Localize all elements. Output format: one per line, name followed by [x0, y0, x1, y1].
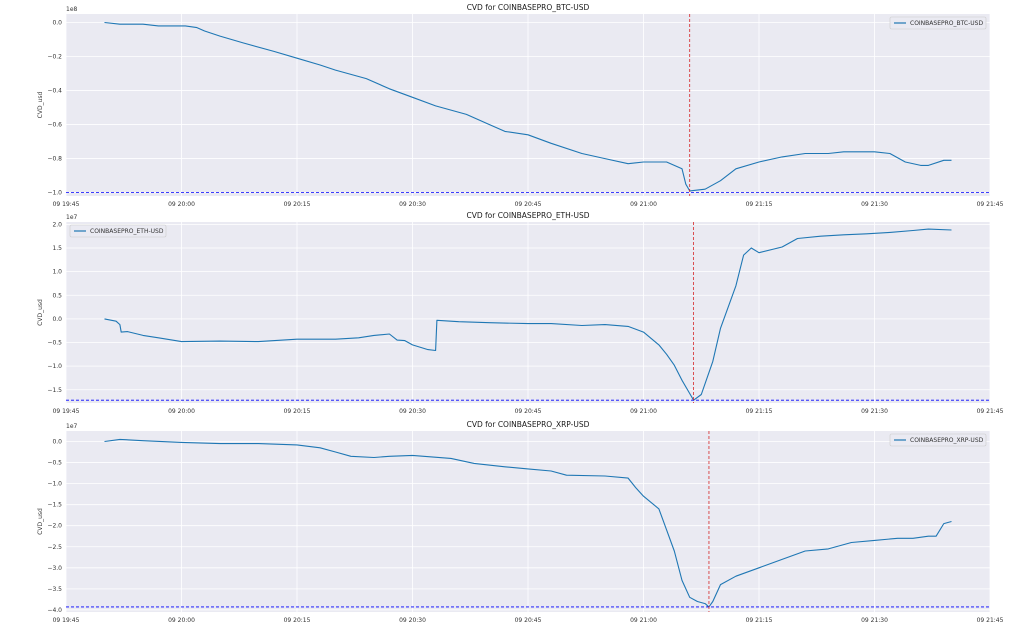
- y-axis-label: CVD_usd: [37, 299, 44, 326]
- x-tick-label: 09 20:00: [168, 617, 195, 624]
- x-tick-label: 09 20:45: [515, 408, 542, 415]
- x-tick-label: 09 19:45: [53, 201, 80, 208]
- y-tick-label: −1.5: [47, 502, 62, 509]
- x-tick-label: 09 19:45: [53, 617, 80, 624]
- chart-title: CVD for COINBASEPRO_BTC-USD: [467, 3, 590, 12]
- y-tick-label: −0.5: [47, 460, 62, 467]
- legend-label: COINBASEPRO_BTC-USD: [910, 20, 983, 27]
- chart-panel-3: 09 19:45 09 20:00 09 20:15 09 20:30 09 20:45…: [37, 420, 1004, 624]
- y-axis-label: CVD_usd: [37, 91, 44, 118]
- y-tick-label: −0.6: [47, 122, 62, 129]
- y-tick-label: −4.0: [47, 607, 62, 614]
- y-tick-label: −3.5: [47, 586, 62, 593]
- y-tick-label: −2.0: [47, 523, 62, 530]
- x-tick-label: 09 21:15: [746, 408, 773, 415]
- x-tick-label: 09 21:45: [977, 408, 1004, 415]
- x-tick-label: 09 21:30: [861, 201, 888, 208]
- y-tick-label: −0.8: [47, 156, 62, 163]
- series-line: [104, 21, 952, 192]
- x-tick-label: 09 21:45: [977, 201, 1004, 208]
- y-tick-label: −0.2: [47, 54, 62, 61]
- y-axis-label: CVD_usd: [37, 508, 44, 535]
- legend: COINBASEPRO_ETH-USD: [69, 224, 167, 238]
- legend: COINBASEPRO_BTC-USD: [889, 16, 987, 30]
- x-tick-label: 09 21:00: [630, 617, 657, 624]
- x-tick-label: 09 21:30: [861, 617, 888, 624]
- legend-label: COINBASEPRO_ETH-USD: [90, 228, 164, 235]
- x-tick-label: 09 20:30: [399, 408, 426, 415]
- y-scale-offset: 1e7: [66, 214, 78, 221]
- series-line: [104, 228, 952, 401]
- y-tick-label: 0.5: [52, 292, 62, 299]
- series-line: [104, 438, 952, 608]
- chart-panel-2: 09 19:45 09 20:00 09 20:15 09 20:30 09 20:45…: [37, 211, 1004, 415]
- y-scale-offset: 1e8: [66, 6, 78, 13]
- x-tick-label: 09 20:30: [399, 617, 426, 624]
- y-tick-label: −2.5: [47, 544, 62, 551]
- y-tick-label: −1.0: [47, 190, 62, 197]
- y-tick-label: −0.5: [47, 340, 62, 347]
- x-tick-label: 09 21:45: [977, 617, 1004, 624]
- x-tick-label: 09 21:30: [861, 408, 888, 415]
- chart-title: CVD for COINBASEPRO_XRP-USD: [467, 420, 590, 429]
- legend: COINBASEPRO_XRP-USD: [889, 433, 987, 447]
- y-tick-label: 0.0: [52, 20, 62, 27]
- x-tick-label: 09 21:15: [746, 201, 773, 208]
- y-tick-label: −3.0: [47, 565, 62, 572]
- x-tick-label: 09 20:15: [284, 201, 311, 208]
- x-tick-label: 09 20:00: [168, 201, 195, 208]
- x-tick-label: 09 21:15: [746, 617, 773, 624]
- x-tick-label: 09 20:00: [168, 408, 195, 415]
- y-tick-label: 2.0: [52, 221, 62, 228]
- legend-box: [889, 433, 987, 447]
- y-tick-label: 0.0: [52, 439, 62, 446]
- y-tick-label: 1.0: [52, 269, 62, 276]
- chart-panel-1: 09 19:45 09 20:00 09 20:15 09 20:30 09 20:45…: [37, 3, 1004, 208]
- y-tick-label: −1.0: [47, 363, 62, 370]
- y-tick-label: −0.4: [47, 88, 62, 95]
- x-tick-label: 09 21:00: [630, 201, 657, 208]
- legend-label: COINBASEPRO_XRP-USD: [910, 437, 984, 444]
- x-tick-label: 09 20:15: [284, 617, 311, 624]
- x-tick-label: 09 20:30: [399, 201, 426, 208]
- x-tick-label: 09 19:45: [53, 408, 80, 415]
- y-scale-offset: 1e7: [66, 423, 78, 430]
- x-tick-label: 09 20:45: [515, 617, 542, 624]
- y-tick-label: 0.0: [52, 316, 62, 323]
- y-tick-label: −1.0: [47, 481, 62, 488]
- x-tick-label: 09 21:00: [630, 408, 657, 415]
- legend-box: [889, 16, 987, 30]
- legend-box: [69, 224, 167, 238]
- y-tick-label: 1.5: [52, 245, 62, 252]
- chart-title: CVD for COINBASEPRO_ETH-USD: [466, 211, 589, 220]
- x-tick-label: 09 20:15: [284, 408, 311, 415]
- y-tick-label: −1.5: [47, 387, 62, 394]
- x-tick-label: 09 20:45: [515, 201, 542, 208]
